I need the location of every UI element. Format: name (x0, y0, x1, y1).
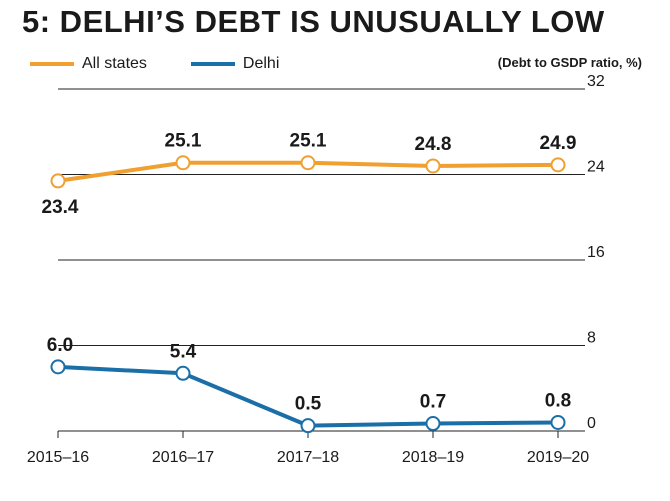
data-label-all-states-0: 23.4 (42, 197, 79, 218)
data-point-all-states-0 (50, 173, 66, 189)
legend-label-all-states: All states (82, 55, 147, 72)
y-tick-label-8: 8 (587, 330, 596, 347)
x-tick-label-1: 2016–17 (152, 449, 214, 466)
data-label-delhi-3: 0.7 (420, 392, 446, 413)
y-tick-label-32: 32 (587, 73, 605, 90)
data-point-delhi-2 (300, 418, 316, 434)
x-tick-label-3: 2018–19 (402, 449, 464, 466)
y-tick-label-24: 24 (587, 159, 605, 176)
x-tick-label-4: 2019–20 (527, 449, 589, 466)
legend-swatch-all-states (30, 62, 74, 66)
data-label-delhi-2: 0.5 (295, 394, 322, 415)
legend-swatch-delhi (190, 62, 235, 66)
legend: All states Delhi (30, 55, 323, 73)
data-label-delhi-0: 6.0 (47, 335, 73, 356)
data-label-all-states-1: 25.1 (165, 131, 202, 152)
data-point-all-states-4 (550, 157, 566, 173)
legend-item-all-states: All states (30, 55, 147, 73)
x-tick-label-2: 2017–18 (277, 449, 339, 466)
data-label-all-states-4: 24.9 (540, 133, 577, 154)
data-point-all-states-1 (175, 155, 191, 171)
data-point-delhi-3 (425, 416, 441, 432)
data-label-all-states-3: 24.8 (415, 134, 452, 155)
y-tick-label-0: 0 (587, 415, 596, 432)
legend-label-delhi: Delhi (242, 55, 280, 72)
y-axis-note: (Debt to GSDP ratio, %) (497, 55, 642, 70)
x-tick-label-0: 2015–16 (27, 449, 89, 466)
y-tick-label-16: 16 (587, 244, 605, 261)
legend-item-delhi: Delhi (190, 55, 280, 73)
data-label-all-states-2: 25.1 (290, 131, 327, 152)
data-point-all-states-2 (300, 155, 316, 171)
data-point-delhi-4 (550, 414, 566, 430)
data-label-delhi-1: 5.4 (170, 341, 197, 362)
data-point-delhi-0 (50, 359, 66, 375)
data-point-delhi-1 (175, 365, 191, 381)
data-point-all-states-3 (425, 158, 441, 174)
chart-title: 5: DELHI’S DEBT IS UNUSUALLY LOW (22, 4, 605, 39)
data-label-delhi-4: 0.8 (545, 390, 571, 411)
